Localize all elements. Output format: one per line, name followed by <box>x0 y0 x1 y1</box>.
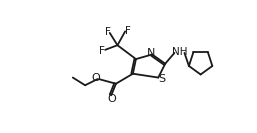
Text: NH: NH <box>172 47 188 57</box>
Text: N: N <box>146 48 155 58</box>
Text: O: O <box>91 73 100 83</box>
Text: F: F <box>105 27 111 37</box>
Text: O: O <box>107 94 116 104</box>
Text: F: F <box>99 46 105 56</box>
Text: S: S <box>158 74 165 84</box>
Text: F: F <box>125 26 130 36</box>
